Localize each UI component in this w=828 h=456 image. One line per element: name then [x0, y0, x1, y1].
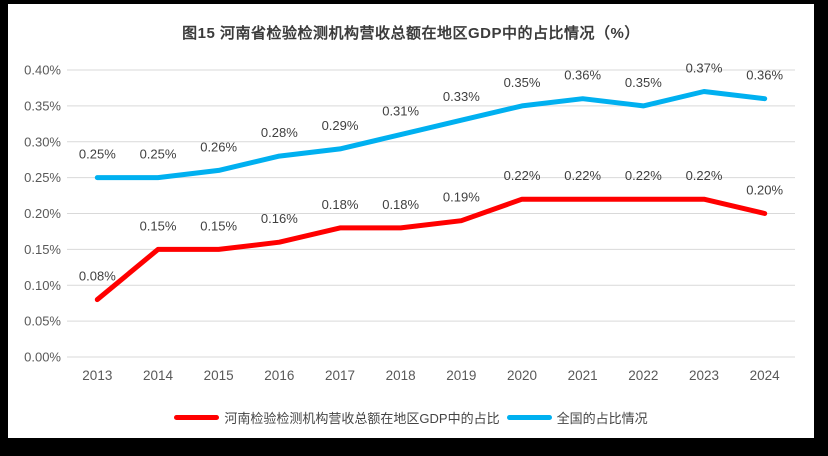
x-tick-label: 2020	[507, 368, 537, 383]
legend-item-national: 全国的占比情况	[506, 408, 648, 427]
y-tick-label: 0.30%	[24, 134, 61, 149]
chart-figure: 图15 河南省检验检测机构营收总额在地区GDP中的占比情况（%） 0.00% 0.…	[8, 4, 814, 438]
x-tick-label: 2023	[689, 368, 719, 383]
data-label-henan: 0.22%	[564, 168, 601, 183]
x-tick-label: 2022	[628, 368, 658, 383]
legend-label-henan: 河南检验检测机构营收总额在地区GDP中的占比	[224, 411, 500, 426]
x-tick-label: 2018	[386, 368, 416, 383]
data-label-henan: 0.22%	[625, 168, 662, 183]
x-tick-label: 2014	[143, 368, 174, 383]
y-tick-label: 0.10%	[24, 278, 61, 293]
x-tick-label: 2016	[264, 368, 294, 383]
data-label-henan: 0.18%	[382, 197, 419, 212]
x-tick-label: 2017	[325, 368, 355, 383]
legend-swatch-blue-line-icon	[506, 415, 552, 420]
data-label-henan: 0.16%	[261, 211, 298, 226]
x-tick-label: 2019	[446, 368, 476, 383]
x-tick-label: 2013	[82, 368, 112, 383]
y-tick-label: 0.25%	[24, 170, 61, 185]
legend-swatch-red-line-icon	[174, 415, 220, 420]
y-tick-label: 0.00%	[24, 350, 61, 365]
data-label-national: 0.36%	[564, 68, 601, 83]
data-label-national: 0.29%	[322, 118, 359, 133]
data-label-national: 0.35%	[625, 75, 662, 90]
x-tick-label: 2021	[568, 368, 598, 383]
y-tick-label: 0.35%	[24, 98, 61, 113]
data-label-henan: 0.20%	[746, 183, 783, 198]
line-chart-plot: 0.00% 0.05% 0.10% 0.15% 0.20% 0.25% 0.30% 0.35%…	[24, 61, 795, 383]
data-label-henan: 0.15%	[140, 218, 177, 233]
y-tick-label: 0.20%	[24, 206, 61, 221]
legend-item-henan: 河南检验检测机构营收总额在地区GDP中的占比	[174, 408, 500, 427]
data-label-national: 0.35%	[504, 75, 541, 90]
data-label-national: 0.25%	[140, 147, 177, 162]
data-label-national: 0.37%	[686, 61, 723, 76]
series-line-national	[94, 89, 768, 181]
y-tick-label: 0.05%	[24, 314, 61, 329]
data-label-henan: 0.18%	[322, 197, 359, 212]
data-label-national: 0.33%	[443, 89, 480, 104]
data-label-henan: 0.22%	[686, 168, 723, 183]
series-line-henan	[94, 196, 768, 303]
data-label-henan: 0.15%	[200, 218, 237, 233]
legend-label-national: 全国的占比情况	[556, 411, 648, 426]
data-label-national: 0.31%	[382, 104, 419, 119]
chart-legend: 河南检验检测机构营收总额在地区GDP中的占比 全国的占比情况	[8, 408, 814, 427]
data-label-national: 0.26%	[200, 139, 237, 154]
data-label-henan: 0.22%	[504, 168, 541, 183]
data-label-national: 0.25%	[79, 147, 116, 162]
data-label-henan: 0.08%	[79, 269, 116, 284]
y-tick-label: 0.40%	[24, 63, 61, 78]
data-label-henan: 0.19%	[443, 190, 480, 205]
y-tick-label: 0.15%	[24, 242, 61, 257]
x-tick-label: 2015	[204, 368, 234, 383]
data-label-national: 0.36%	[746, 68, 783, 83]
data-label-national: 0.28%	[261, 125, 298, 140]
x-tick-label: 2024	[750, 368, 781, 383]
chart-title: 图15 河南省检验检测机构营收总额在地区GDP中的占比情况（%）	[182, 25, 640, 42]
